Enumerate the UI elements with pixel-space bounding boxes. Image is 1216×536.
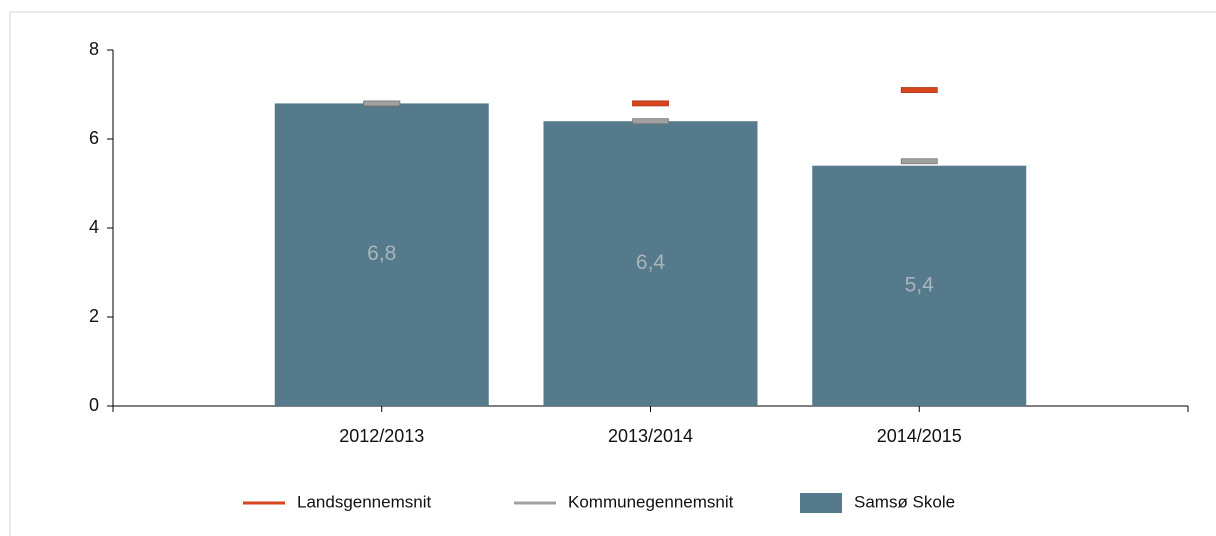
marker <box>632 100 669 107</box>
marker <box>900 158 938 165</box>
x-tick-label: 2012/2013 <box>339 426 424 446</box>
x-tick-label: 2014/2015 <box>877 426 962 446</box>
y-tick-label: 6 <box>89 128 99 148</box>
legend-label: Landsgennemsnit <box>297 492 431 511</box>
marker <box>363 100 401 107</box>
legend-label: Samsø Skole <box>854 492 955 511</box>
y-tick-label: 0 <box>89 395 99 415</box>
x-tick-label: 2013/2014 <box>608 426 693 446</box>
y-tick-label: 4 <box>89 217 99 237</box>
marker <box>632 118 669 125</box>
y-tick-label: 2 <box>89 306 99 326</box>
legend-swatch <box>800 493 842 513</box>
y-tick-label: 8 <box>89 39 99 59</box>
bar <box>812 165 1027 406</box>
value-label: 5,4 <box>905 273 935 296</box>
bar <box>274 103 489 407</box>
value-label: 6,4 <box>636 251 666 274</box>
value-label: 6,8 <box>367 242 396 265</box>
marker <box>900 87 938 93</box>
bar <box>543 121 758 406</box>
legend-label: Kommunegennemsnit <box>568 492 734 511</box>
